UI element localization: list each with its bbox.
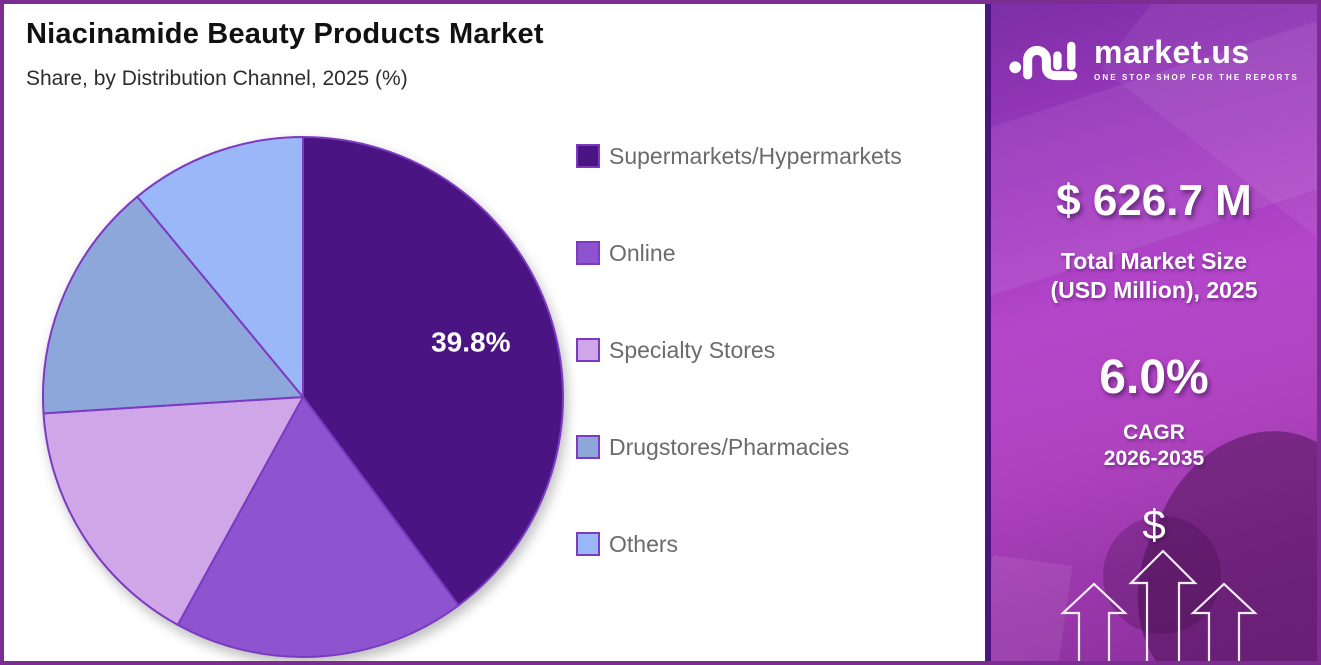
legend-swatch-others (576, 532, 600, 556)
legend-swatch-supermarkets (576, 144, 600, 168)
market-size-value: $ 626.7 M (1056, 176, 1252, 225)
chart-subtitle: Share, by Distribution Channel, 2025 (%) (26, 67, 408, 90)
legend-item-supermarkets: Supermarkets/Hypermarkets (576, 141, 902, 171)
legend-swatch-drugstores (576, 435, 600, 459)
legend-label: Supermarkets/Hypermarkets (609, 143, 902, 169)
chart-panel: Niacinamide Beauty Products Market Share… (4, 4, 985, 661)
legend-item-specialty-stores: Specialty Stores (576, 335, 902, 365)
legend-swatch-online (576, 241, 600, 265)
pie-slice-3 (42, 195, 304, 415)
legend-item-online: Online (576, 238, 902, 268)
legend-label: Others (609, 531, 679, 557)
market-us-logo-icon (1009, 41, 1078, 81)
market-size-label-line2: (USD Million), 2025 (1050, 276, 1258, 303)
pie-slice-2 (42, 396, 304, 626)
pie-slice-data-label: 39.8% (431, 326, 510, 357)
pie-slice-0 (302, 136, 564, 607)
brand-logo: market.us ONE STOP SHOP FOR THE REPORTS (991, 34, 1317, 84)
pie-slice-1 (176, 396, 460, 658)
cagr-label: CAGR 2026-2035 (991, 420, 1317, 473)
cagr-value: 6.0% (1099, 351, 1209, 404)
legend-label: Online (609, 240, 676, 266)
growth-arrows-icon (1060, 549, 1258, 661)
market-size-label: Total Market Size (USD Million), 2025 (991, 247, 1317, 305)
legend-swatch-specialty-stores (576, 338, 600, 362)
pie-chart: 39.8% (42, 136, 564, 658)
market-size-label-line1: Total Market Size (1060, 248, 1248, 274)
legend: Supermarkets/Hypermarkets Online Special… (576, 141, 902, 559)
brand-name: market.us (1094, 34, 1250, 70)
pie-slice-4 (136, 136, 304, 398)
legend-label: Drugstores/Pharmacies (609, 434, 850, 460)
legend-item-drugstores: Drugstores/Pharmacies (576, 432, 902, 462)
dollar-icon: $ (1142, 501, 1166, 548)
legend-label: Specialty Stores (609, 337, 776, 363)
sidebar: market.us ONE STOP SHOP FOR THE REPORTS … (985, 4, 1317, 661)
cagr-label-line1: CAGR (1123, 421, 1185, 444)
brand-text: market.us ONE STOP SHOP FOR THE REPORTS (1094, 36, 1299, 82)
page-title: Niacinamide Beauty Products Market (26, 18, 544, 50)
legend-item-others: Others (576, 529, 902, 559)
cagr-label-line2: 2026-2035 (1103, 447, 1205, 471)
brand-tagline: ONE STOP SHOP FOR THE REPORTS (1094, 73, 1299, 82)
